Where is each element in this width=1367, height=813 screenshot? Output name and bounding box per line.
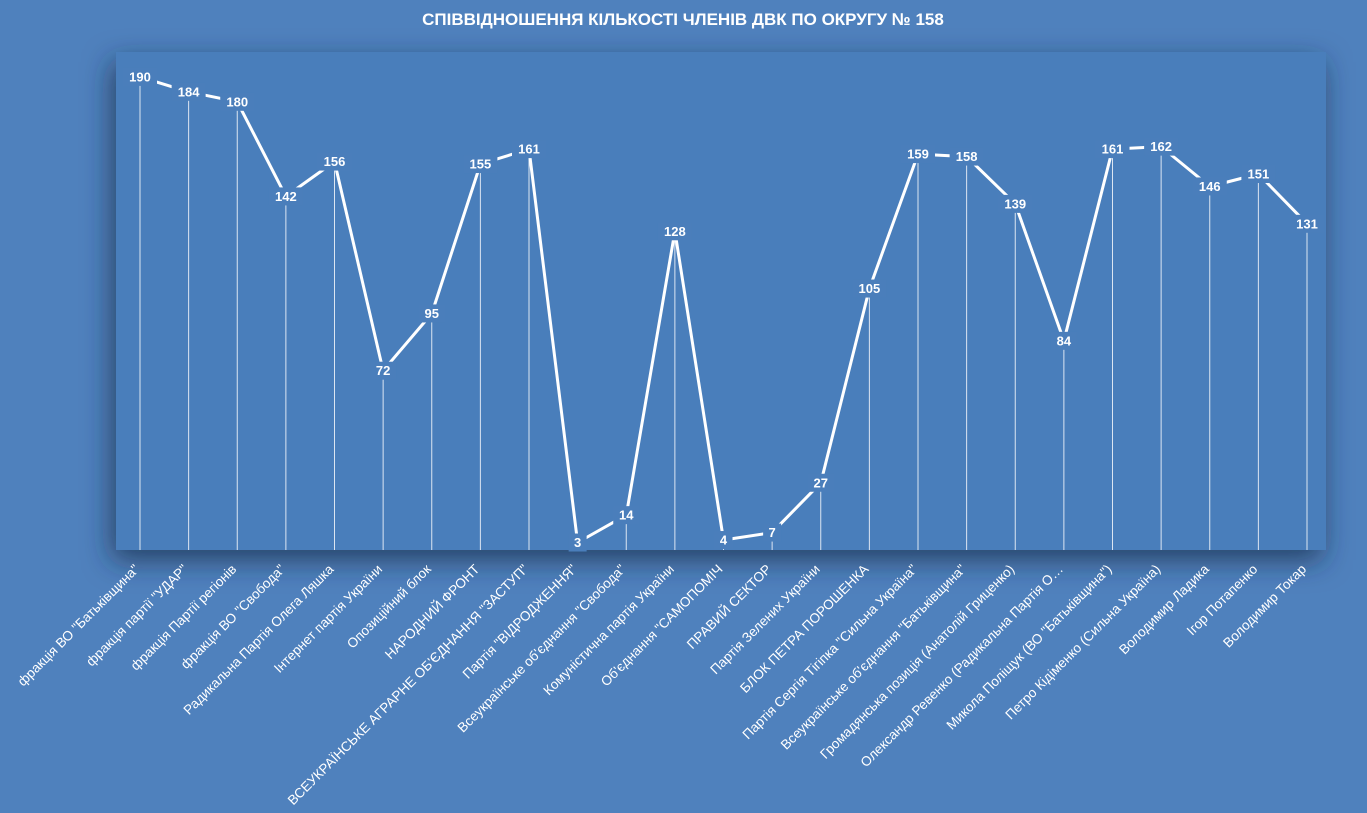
data-label: 4	[720, 533, 728, 548]
drop-lines	[139, 76, 1308, 550]
data-label-background	[171, 82, 206, 101]
data-label: 146	[1199, 179, 1221, 194]
data-label-background	[763, 523, 782, 542]
data-label: 95	[425, 306, 439, 321]
data-label-background	[418, 304, 445, 323]
data-label-background	[512, 140, 546, 159]
data-label-background	[657, 222, 692, 241]
data-label: 7	[769, 525, 776, 540]
data-label: 14	[619, 508, 634, 523]
data-label-background	[370, 361, 397, 380]
data-label: 156	[324, 154, 346, 169]
data-label-background	[463, 155, 498, 174]
data-label-background	[1050, 331, 1077, 350]
data-label-background	[220, 92, 255, 111]
data-label: 162	[1150, 139, 1172, 154]
data-label-background	[123, 67, 157, 86]
data-label-background	[807, 473, 834, 492]
data-label-background	[949, 147, 984, 166]
data-label: 180	[226, 94, 248, 109]
data-label: 131	[1296, 216, 1318, 231]
data-label: 155	[470, 157, 492, 172]
data-label-background	[1144, 137, 1179, 156]
data-label: 105	[859, 281, 881, 296]
chart-title: СПІВВІДНОШЕННЯ КІЛЬКОСТІ ЧЛЕНІВ ДВК ПО О…	[422, 10, 944, 29]
data-label-background	[568, 533, 587, 552]
data-label: 161	[518, 142, 540, 157]
data-label-background	[998, 194, 1033, 213]
data-label: 142	[275, 189, 297, 204]
data-label-background	[1095, 140, 1130, 159]
data-label: 128	[664, 224, 686, 239]
data-labels: 190 184 180 142 156 72 95 155 161 3 14 128 4 7 27 105 15…	[123, 67, 1324, 552]
data-label-background	[901, 145, 935, 164]
data-label: 27	[814, 475, 828, 490]
data-label-background	[317, 152, 352, 171]
data-label-background	[613, 506, 640, 525]
data-label: 84	[1057, 333, 1072, 348]
data-label: 158	[956, 149, 978, 164]
data-label: 151	[1248, 167, 1270, 182]
data-label: 161	[1102, 142, 1124, 157]
data-label-background	[1290, 214, 1324, 233]
data-label-background	[1241, 165, 1276, 184]
data-label: 159	[907, 147, 929, 162]
data-label-background	[714, 531, 733, 550]
plot-area	[116, 52, 1326, 550]
data-label-background	[852, 279, 887, 298]
data-label: 190	[129, 69, 151, 84]
data-label: 3	[574, 535, 581, 550]
data-label-background	[268, 187, 303, 206]
data-label-background	[1192, 177, 1227, 196]
data-label: 72	[376, 363, 390, 378]
data-label: 139	[1004, 196, 1026, 211]
data-label: 184	[178, 84, 200, 99]
